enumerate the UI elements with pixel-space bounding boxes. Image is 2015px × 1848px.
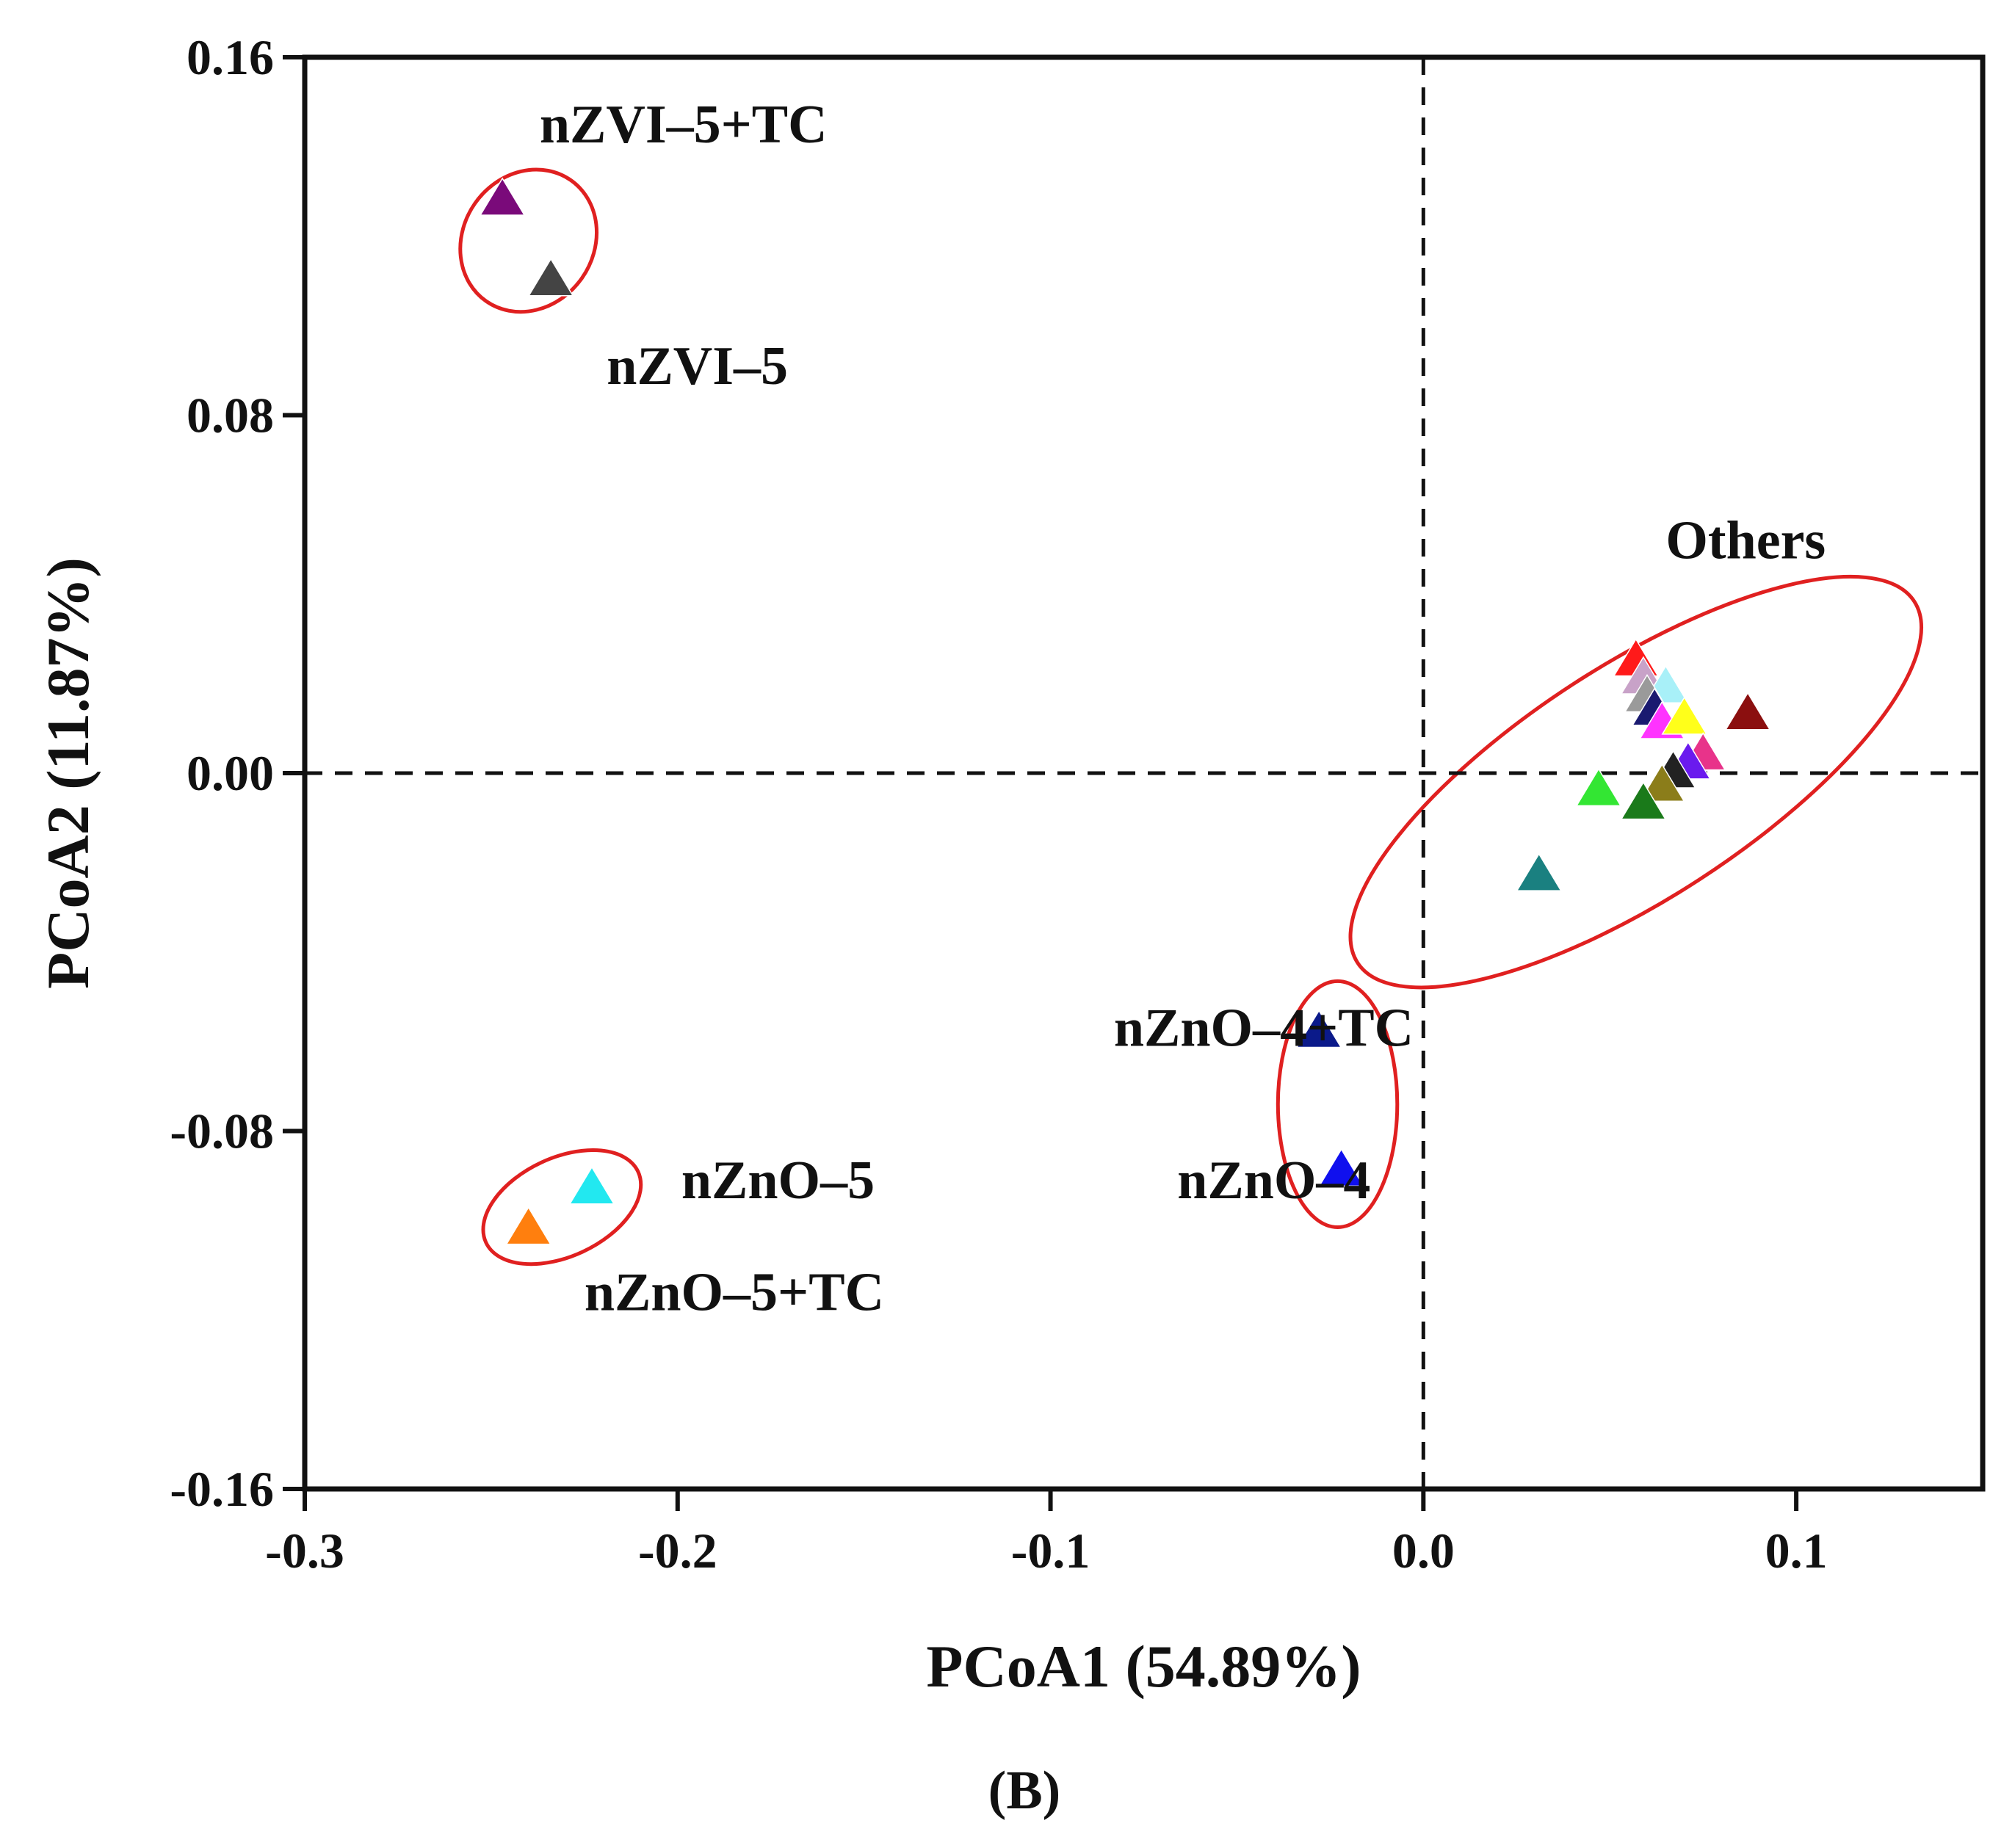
- data-points: [479, 177, 1771, 1245]
- point-label: nZnO–4+TC: [1114, 999, 1414, 1059]
- y-tick-label: 0.16: [187, 29, 274, 85]
- data-point: [1724, 692, 1771, 731]
- data-point: [1661, 696, 1708, 735]
- data-point: [1318, 1148, 1364, 1187]
- data-point: [1516, 852, 1563, 891]
- data-point: [1295, 1009, 1342, 1048]
- y-tick-label: -0.16: [170, 1461, 274, 1517]
- x-tick-label: -0.2: [638, 1523, 717, 1579]
- point-label: nZnO–4: [1177, 1151, 1370, 1211]
- data-point: [1638, 763, 1685, 802]
- x-axis-title: PCoA1 (54.89%): [926, 1633, 1361, 1700]
- x-tick-label: -0.3: [265, 1523, 344, 1579]
- x-tick-label: -0.1: [1011, 1523, 1090, 1579]
- y-tick-label: -0.08: [170, 1104, 274, 1159]
- group-ellipse: [1348, 574, 1923, 990]
- data-point: [505, 1206, 551, 1245]
- y-axis-title: PCoA2 (11.87%): [35, 557, 101, 989]
- point-label: nZVI–5: [607, 336, 788, 396]
- data-point: [479, 177, 526, 216]
- axes: -0.3 -0.2 -0.1 0.0 0.1 0.16 0.08 0.00 -0.08 -0.16: [170, 29, 1827, 1579]
- group-ellipses: [458, 167, 1923, 1267]
- x-tick-label: 0.1: [1765, 1523, 1828, 1579]
- data-point: [568, 1166, 615, 1205]
- x-tick-label: 0.0: [1392, 1523, 1455, 1579]
- data-point: [1620, 781, 1667, 820]
- plot-frame: [302, 54, 1986, 1492]
- y-tick-label: 0.00: [187, 745, 274, 801]
- group-ellipse: [458, 167, 599, 314]
- group-ellipse: [1276, 979, 1400, 1230]
- point-label: Others: [1665, 511, 1826, 571]
- point-label: nZnO–5+TC: [585, 1262, 884, 1322]
- point-label: nZVI–5+TC: [540, 95, 828, 155]
- point-annotations: nZVI–5+TC nZVI–5 nZnO–5 nZnO–5+TC nZnO–4+TC n…: [540, 95, 1826, 1322]
- y-tick-label: 0.08: [187, 388, 274, 443]
- panel-label: (B): [988, 1761, 1061, 1821]
- data-point: [1575, 767, 1622, 807]
- group-ellipse: [481, 1148, 643, 1267]
- point-label: nZnO–5: [681, 1151, 875, 1211]
- data-point: [527, 258, 574, 297]
